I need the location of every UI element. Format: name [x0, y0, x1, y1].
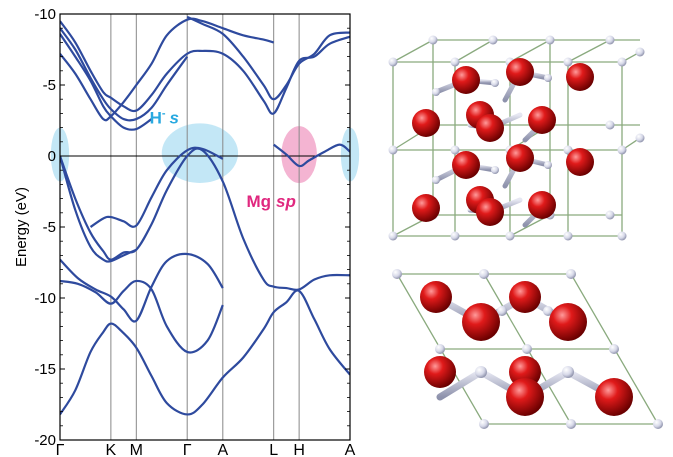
- band-line: [60, 20, 350, 115]
- y-tick-label: -20: [34, 432, 56, 449]
- band-line: [60, 289, 350, 416]
- y-tick-label: -5: [43, 77, 56, 94]
- y-tick-label: -5: [43, 219, 56, 236]
- y-axis-label: Energy (eV): [13, 187, 30, 267]
- h-atoms-projection: [392, 269, 663, 429]
- annotation-layer: H-s Mg sp: [150, 107, 296, 211]
- band-line: [60, 147, 350, 292]
- band-line: [60, 33, 153, 131]
- band-lines: [60, 15, 350, 416]
- band-line: [89, 146, 224, 228]
- annotation-species: H: [150, 108, 162, 127]
- annotation-h-s: H-s: [150, 107, 179, 127]
- y-tick-label: -10: [34, 290, 56, 307]
- x-tick-label: Γ: [56, 442, 65, 457]
- k-point-lines: [110, 14, 300, 440]
- crystal-structure-projection: [392, 269, 663, 429]
- x-tick-label: L: [269, 442, 278, 457]
- x-tick-label: K: [106, 442, 117, 457]
- y-tick-label: -10: [34, 6, 56, 23]
- x-tick-label: A: [345, 442, 356, 457]
- annotation-orbital: s: [170, 108, 179, 127]
- highlight-h-s-gamma-center: [161, 123, 239, 183]
- annotation-charge: -: [162, 107, 166, 119]
- mg-atoms-projection: [420, 281, 633, 416]
- x-tick-label: A: [217, 442, 228, 457]
- x-tick-label: H: [293, 442, 305, 457]
- band-line: [60, 252, 224, 323]
- y-tick-label: -15: [34, 361, 56, 378]
- annotation-species: Mg: [246, 192, 271, 211]
- band-line: [60, 27, 189, 122]
- annotation-orbital: sp: [276, 192, 296, 211]
- band-line: [186, 15, 350, 101]
- y-axis: -10 -5 0 -5 -10 -15 -20: [34, 6, 350, 449]
- band-line: [273, 143, 350, 168]
- plot-frame: [59, 13, 351, 441]
- band-line: [60, 155, 137, 263]
- y-tick-label: 0: [48, 148, 56, 165]
- mg-atoms-3d: [412, 58, 594, 226]
- band-line: [60, 17, 274, 122]
- x-tick-label: Γ: [183, 442, 192, 457]
- annotation-mg-sp: Mg sp: [246, 192, 295, 211]
- band-line: [60, 279, 224, 354]
- crystal-structure-3d: [388, 35, 645, 241]
- x-tick-label: M: [130, 442, 143, 457]
